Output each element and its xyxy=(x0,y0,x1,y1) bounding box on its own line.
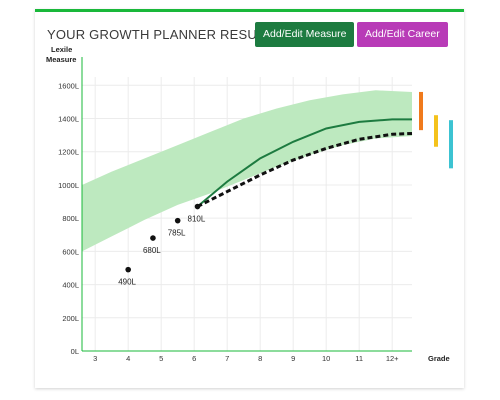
y-tick-label: 1600L xyxy=(58,81,79,90)
y-axis-label: Lexile xyxy=(51,45,72,54)
x-tick-label: 9 xyxy=(291,354,295,363)
measure-point xyxy=(150,235,156,241)
add-edit-measure-button[interactable]: Add/Edit Measure xyxy=(255,22,355,47)
x-tick-label: 6 xyxy=(192,354,196,363)
x-tick-label: 3 xyxy=(93,354,97,363)
y-tick-label: 0L xyxy=(71,347,79,356)
measure-point xyxy=(194,203,201,210)
x-tick-labels: 3 4 5 6 7 8 9 10 11 12+ xyxy=(93,354,399,363)
y-tick-label: 1400L xyxy=(58,115,79,124)
career-range-bar xyxy=(449,120,453,169)
measure-point xyxy=(174,217,181,224)
measure-label: 490L xyxy=(118,278,136,287)
page-title: YOUR GROWTH PLANNER RESULTS xyxy=(47,27,281,42)
x-axis-label: Grade xyxy=(428,354,450,363)
y-tick-label: 600L xyxy=(62,247,79,256)
x-tick-label: 8 xyxy=(258,354,262,363)
career-range-bar xyxy=(419,91,423,131)
x-tick-label: 5 xyxy=(159,354,163,363)
projected-growth-line xyxy=(196,131,413,208)
measure-label: 785L xyxy=(168,229,186,238)
x-tick-label: 12+ xyxy=(386,354,399,363)
y-tick-label: 800L xyxy=(62,214,79,223)
measure-point xyxy=(125,266,131,273)
measure-label: 810L xyxy=(188,215,206,224)
y-axis-label-line2: Measure xyxy=(46,55,76,64)
x-tick-label: 4 xyxy=(126,354,130,363)
career-range-bar xyxy=(434,115,438,147)
y-tick-label: 1200L xyxy=(58,148,79,157)
measure-label: 680L xyxy=(143,246,161,255)
y-tick-labels: 0L 200L 400L 600L 800L 1000L 1200L 1400L 1600L xyxy=(58,81,79,356)
career-range-bars xyxy=(419,91,453,169)
x-tick-label: 11 xyxy=(355,354,363,363)
x-tick-label: 10 xyxy=(322,354,330,363)
y-tick-label: 200L xyxy=(62,314,79,323)
expected-growth-line xyxy=(196,118,412,208)
projection-band xyxy=(82,90,412,252)
y-tick-label: 400L xyxy=(62,281,79,290)
y-tick-label: 1000L xyxy=(58,181,79,190)
x-tick-label: 7 xyxy=(225,354,229,363)
add-edit-career-button[interactable]: Add/Edit Career xyxy=(357,22,448,47)
